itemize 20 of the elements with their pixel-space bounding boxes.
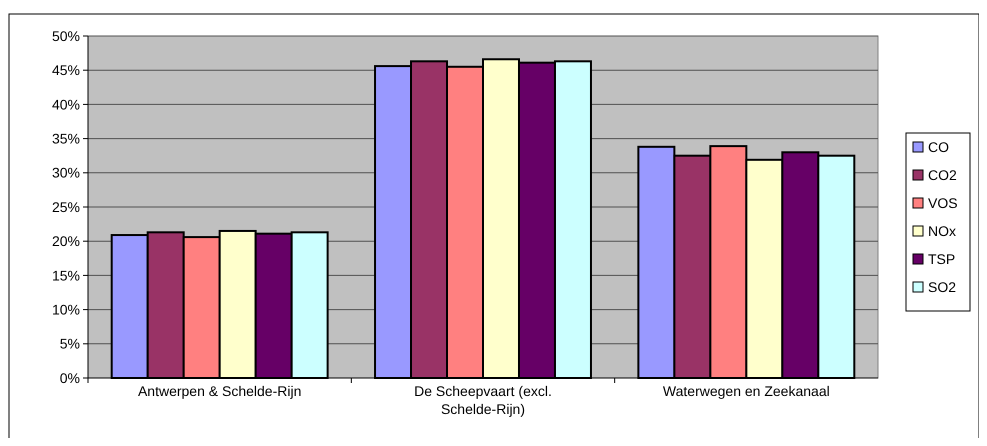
legend-label: NOx	[928, 222, 956, 239]
x-tick-label: Antwerpen & Schelde-Rijn	[138, 383, 302, 399]
y-tick-label: 10%	[52, 302, 80, 318]
y-tick-label: 20%	[52, 233, 80, 250]
x-tick-label: Waterwegen en Zeekanaal	[662, 383, 830, 399]
legend-label: SO2	[928, 278, 956, 295]
legend-label: CO2	[928, 166, 957, 183]
legend-label: TSP	[928, 250, 956, 267]
y-tick-label: 5%	[60, 336, 80, 352]
y-tick-label: 0%	[60, 370, 80, 386]
y-tick-label: 45%	[52, 62, 80, 78]
y-tick-label: 15%	[52, 267, 80, 284]
x-tick-label: De Scheepvaart (excl. Schelde-Rijn)	[414, 383, 552, 417]
legend-label: CO	[928, 138, 950, 155]
y-tick-label: 25%	[52, 198, 80, 215]
legend-label: VOS	[928, 194, 958, 211]
y-tick-label: 35%	[52, 130, 80, 146]
y-tick-label: 40%	[52, 96, 80, 112]
y-tick-label: 30%	[52, 164, 80, 181]
y-tick-label: 50%	[52, 28, 80, 44]
